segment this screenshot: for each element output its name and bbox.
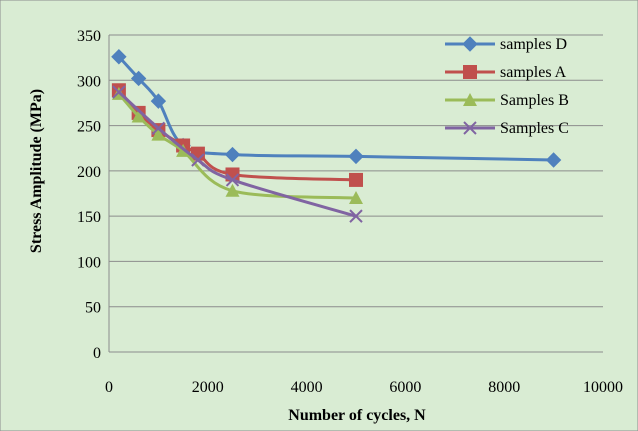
x-tick-label-4000: 4000 bbox=[291, 379, 323, 396]
legend-label-samples-b: Samples B bbox=[500, 92, 569, 109]
series-samples-c bbox=[112, 85, 363, 223]
y-tick-label-50: 50 bbox=[85, 300, 101, 317]
x-tick-label-0: 0 bbox=[105, 379, 113, 396]
y-tick-label-300: 300 bbox=[77, 73, 101, 90]
data-point-samples-c-1800 bbox=[191, 153, 205, 167]
x-tick-label-10000: 10000 bbox=[583, 379, 623, 396]
y-tick-label-350: 350 bbox=[77, 28, 101, 45]
legend-label-samples-a: samples A bbox=[500, 64, 567, 81]
data-point-samples-d-200 bbox=[111, 49, 127, 65]
legend: samples D samples A Samples B Samples C bbox=[445, 36, 569, 137]
data-point-samples-c-200 bbox=[112, 85, 126, 99]
y-tick-label-100: 100 bbox=[77, 254, 101, 271]
legend-item-samples-b: Samples B bbox=[445, 92, 569, 109]
x-tick-label-8000: 8000 bbox=[488, 379, 520, 396]
data-point-samples-c-2500 bbox=[225, 173, 240, 187]
legend-marker-samples-c bbox=[463, 121, 477, 135]
legend-marker-samples-d bbox=[462, 36, 478, 52]
y-tick-label-150: 150 bbox=[77, 209, 101, 226]
axes: 0 50 100 150 200 250 300 350 0 2000 4000 6000 8000 10… bbox=[77, 28, 623, 396]
legend-item-samples-c: Samples C bbox=[445, 120, 569, 137]
data-point-samples-c-5000 bbox=[349, 209, 363, 223]
legend-label-samples-c: Samples C bbox=[500, 120, 569, 137]
data-point-samples-c-1000 bbox=[151, 121, 166, 135]
data-point-samples-a-5000 bbox=[349, 172, 363, 187]
data-series bbox=[111, 49, 562, 223]
legend-item-samples-a: samples A bbox=[445, 64, 567, 81]
data-point-samples-b-5000 bbox=[349, 191, 363, 205]
data-point-samples-d-600 bbox=[130, 70, 147, 87]
legend-marker-samples-a bbox=[463, 65, 477, 79]
data-point-samples-d-1000 bbox=[150, 93, 167, 109]
legend-marker-samples-b bbox=[463, 93, 477, 106]
data-point-samples-b-1000 bbox=[151, 127, 166, 141]
y-tick-label-0: 0 bbox=[93, 345, 101, 362]
data-point-samples-b-2500 bbox=[225, 183, 240, 197]
data-point-samples-d-9000 bbox=[545, 152, 562, 168]
data-point-samples-b-600 bbox=[131, 109, 146, 123]
x-tick-label-2000: 2000 bbox=[192, 379, 224, 396]
y-tick-label-200: 200 bbox=[77, 164, 101, 181]
y-tick-label-250: 250 bbox=[77, 119, 101, 136]
data-point-samples-d-5000 bbox=[348, 148, 364, 165]
data-point-samples-d-2500 bbox=[224, 146, 241, 163]
x-tick-label-6000: 6000 bbox=[389, 379, 421, 396]
legend-item-samples-d: samples D bbox=[445, 36, 567, 53]
y-axis-title: Stress Amplitude (MPa) bbox=[28, 89, 45, 253]
x-axis-title: Number of cycles, N bbox=[288, 407, 426, 424]
legend-label-samples-d: samples D bbox=[500, 36, 567, 53]
